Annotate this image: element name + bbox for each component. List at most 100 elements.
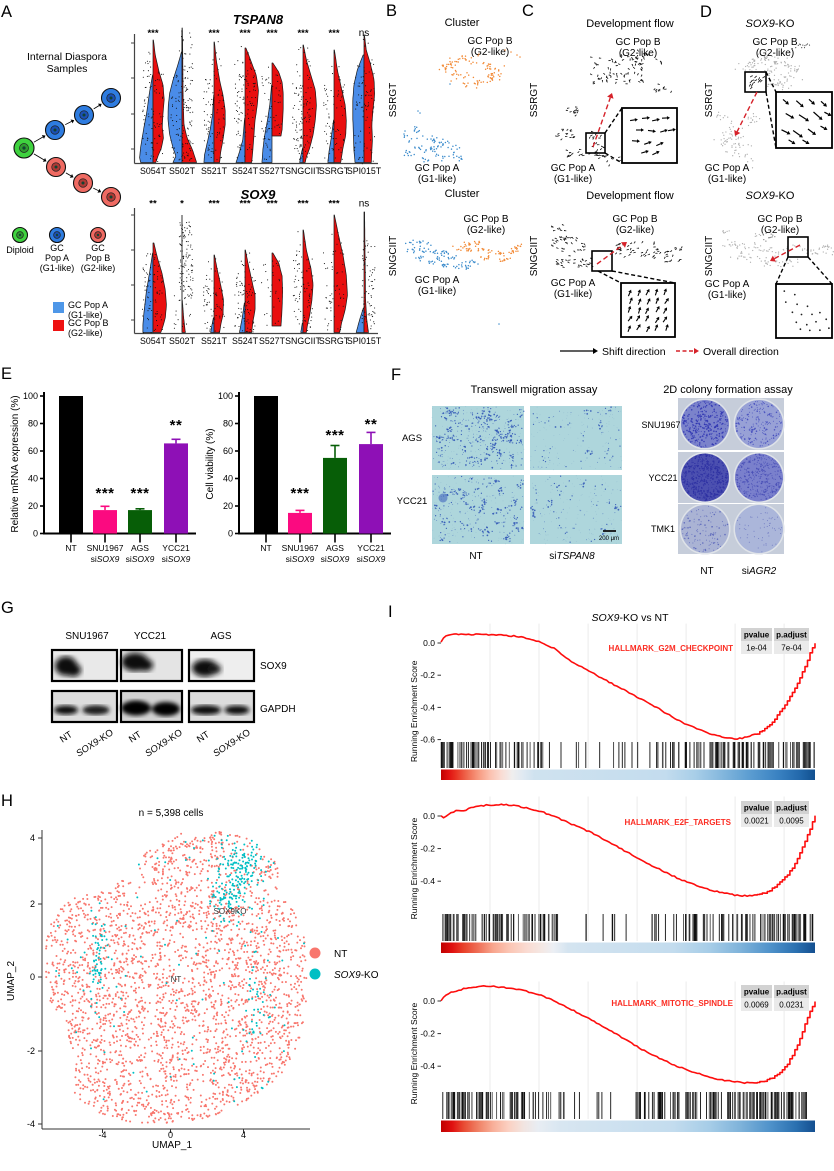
svg-text:-0.2: -0.2 [420, 1029, 435, 1039]
svg-text:NT: NT [469, 551, 482, 562]
svg-text:4: 4 [30, 833, 35, 843]
svg-text:0.0: 0.0 [423, 638, 435, 648]
svg-text:-4: -4 [27, 1119, 35, 1129]
svg-text:(G1-like): (G1-like) [418, 286, 456, 297]
svg-text:GC Pop B: GC Pop B [615, 37, 660, 48]
svg-text:YCC21: YCC21 [397, 496, 428, 507]
svg-text:SOX9-KO: SOX9-KO [143, 727, 184, 759]
svg-text:Development flow: Development flow [586, 18, 673, 30]
svg-text:100: 100 [218, 391, 233, 401]
svg-text:D: D [700, 3, 712, 21]
svg-text:S527T: S527T [259, 166, 286, 176]
svg-text:YCC21: YCC21 [134, 631, 167, 642]
svg-text:siSOX9: siSOX9 [162, 554, 191, 564]
svg-text:pvalue: pvalue [744, 988, 770, 997]
svg-text:SOX9-KO: SOX9-KO [211, 727, 252, 759]
svg-text:S502T: S502T [169, 336, 196, 346]
svg-text:SNU1967: SNU1967 [87, 543, 124, 553]
svg-text:Samples: Samples [47, 63, 88, 75]
svg-text:4: 4 [241, 1130, 246, 1140]
svg-text:NT: NT [171, 975, 182, 984]
svg-text:40: 40 [223, 474, 233, 484]
svg-text:S054T: S054T [140, 336, 167, 346]
svg-text:***: *** [328, 28, 339, 39]
svg-text:Development flow: Development flow [586, 190, 673, 202]
svg-text:0: 0 [228, 529, 233, 539]
svg-text:siTSPAN8: siTSPAN8 [549, 551, 595, 562]
svg-text:***: *** [328, 199, 339, 210]
svg-text:***: *** [239, 28, 250, 39]
svg-text:***: *** [266, 199, 277, 210]
svg-text:(G2-like): (G2-like) [81, 263, 116, 273]
svg-text:H: H [1, 792, 13, 810]
svg-text:GC Pop B: GC Pop B [467, 36, 512, 47]
svg-text:*: * [180, 199, 184, 210]
svg-text:0.0069: 0.0069 [744, 1001, 769, 1010]
svg-text:SSRGT: SSRGT [704, 83, 715, 117]
svg-text:***: *** [95, 485, 114, 502]
svg-text:NT: NT [58, 729, 75, 745]
svg-text:SNGCIIT: SNGCIIT [285, 336, 321, 346]
svg-text:SSRGT: SSRGT [319, 166, 350, 176]
svg-text:2: 2 [30, 899, 35, 909]
svg-text:200 μm: 200 μm [599, 536, 619, 542]
svg-text:GAPDH: GAPDH [260, 704, 296, 715]
svg-text:SSRGT: SSRGT [529, 83, 540, 117]
svg-text:Cluster: Cluster [445, 17, 480, 29]
svg-text:TSPAN8: TSPAN8 [233, 12, 284, 27]
svg-text:SPI015T: SPI015T [347, 166, 382, 176]
svg-text:Relative mRNA expression (%): Relative mRNA expression (%) [10, 395, 21, 532]
svg-text:NT: NT [260, 543, 271, 553]
svg-text:SOX9-KO: SOX9-KO [746, 18, 795, 30]
svg-text:GC Pop B: GC Pop B [757, 214, 802, 225]
svg-text:0.0: 0.0 [423, 811, 435, 821]
svg-text:(G1-like): (G1-like) [708, 174, 746, 185]
svg-text:80: 80 [28, 419, 38, 429]
svg-text:1e-04: 1e-04 [746, 644, 767, 653]
svg-text:NT: NT [700, 566, 713, 577]
svg-text:Overall direction: Overall direction [703, 346, 779, 358]
svg-text:0: 0 [30, 972, 35, 982]
svg-text:HALLMARK_E2F_TARGETS: HALLMARK_E2F_TARGETS [624, 818, 731, 827]
svg-text:0.0231: 0.0231 [779, 1001, 804, 1010]
svg-text:-0.4: -0.4 [420, 702, 435, 712]
svg-text:SOX9-KO vs NT: SOX9-KO vs NT [591, 612, 669, 624]
svg-text:-4: -4 [98, 1130, 106, 1140]
svg-text:S524T: S524T [232, 336, 259, 346]
svg-text:GC Pop A: GC Pop A [415, 275, 460, 286]
svg-text:0.0095: 0.0095 [779, 817, 804, 826]
svg-text:siSOX9: siSOX9 [91, 554, 120, 564]
svg-text:SNU1967: SNU1967 [282, 543, 319, 553]
svg-text:60: 60 [223, 446, 233, 456]
svg-text:SPI015T: SPI015T [347, 336, 382, 346]
svg-text:Cell viability (%): Cell viability (%) [205, 428, 216, 499]
svg-text:I: I [388, 603, 393, 621]
svg-text:(G2-like): (G2-like) [471, 47, 509, 58]
svg-text:AGS: AGS [210, 631, 231, 642]
svg-text:SSRGT: SSRGT [319, 336, 350, 346]
svg-text:SOX9-KO: SOX9-KO [334, 970, 379, 981]
svg-text:***: *** [290, 485, 309, 502]
svg-text:HALLMARK_MITOTIC_SPINDLE: HALLMARK_MITOTIC_SPINDLE [611, 999, 733, 1008]
svg-text:(G2-like): (G2-like) [616, 225, 654, 236]
svg-text:S054T: S054T [140, 166, 167, 176]
svg-text:**: ** [365, 416, 378, 433]
svg-text:***: *** [297, 28, 308, 39]
svg-text:(G2-like): (G2-like) [619, 48, 657, 59]
svg-text:S527T: S527T [259, 336, 286, 346]
svg-text:B: B [386, 2, 397, 20]
svg-text:C: C [522, 2, 534, 20]
svg-text:E: E [1, 365, 12, 383]
svg-text:***: *** [239, 199, 250, 210]
svg-text:-0.2: -0.2 [420, 670, 435, 680]
svg-text:Internal Diaspora: Internal Diaspora [27, 51, 107, 63]
svg-text:0.0021: 0.0021 [744, 817, 769, 826]
svg-text:40: 40 [28, 474, 38, 484]
svg-text:n = 5,398 cells: n = 5,398 cells [139, 808, 204, 819]
svg-text:-0.2: -0.2 [420, 844, 435, 854]
svg-text:pvalue: pvalue [744, 804, 770, 813]
svg-text:GC Pop B: GC Pop B [612, 214, 657, 225]
svg-text:GC Pop B: GC Pop B [463, 214, 508, 225]
svg-text:SOX9: SOX9 [260, 661, 287, 672]
svg-text:HALLMARK_G2M_CHECKPOINT: HALLMARK_G2M_CHECKPOINT [609, 644, 734, 653]
